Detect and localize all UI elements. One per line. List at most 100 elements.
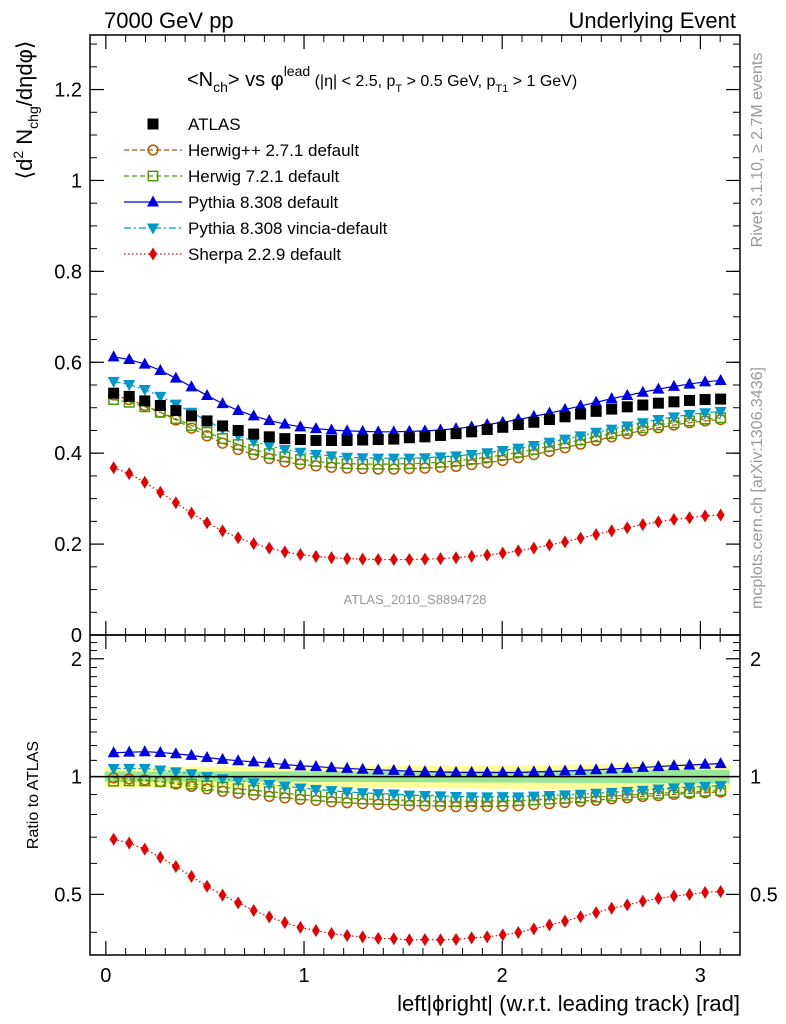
point-atlas [497, 421, 509, 433]
ratio-point-sherpa [125, 836, 134, 850]
ratio-point-sherpa [545, 918, 554, 932]
ratio-point-sherpa [436, 933, 445, 947]
point-sherpa [701, 509, 710, 523]
ratio-point-pythia [496, 766, 509, 778]
ratio-line-pythia [113, 751, 721, 774]
legend-marker-pythia [147, 195, 159, 207]
ratio-point-vincia [496, 792, 509, 804]
point-atlas [341, 434, 353, 446]
ratio-point-pythia [605, 762, 618, 774]
title-ch-sub: ch [213, 79, 228, 95]
title-T1-sub: T1 [495, 83, 508, 95]
point-atlas [481, 424, 493, 436]
point-sherpa [467, 549, 476, 563]
point-atlas [357, 434, 369, 446]
ratio-point-sherpa [249, 904, 258, 917]
point-atlas [279, 433, 291, 445]
point-vincia [434, 452, 447, 464]
ratio-point-pythia [621, 761, 634, 773]
header-left: 7000 GeV pp [104, 8, 234, 33]
main-series [107, 350, 727, 567]
point-pythia [667, 379, 680, 391]
ratio-point-vincia [667, 783, 680, 795]
ratio-point-vincia [201, 772, 214, 784]
point-pythia [263, 413, 276, 425]
ratio-point-sherpa [607, 901, 616, 915]
ratio-panel: 0.5 0.5 1 1 2 2 [54, 634, 778, 956]
point-atlas [154, 399, 166, 411]
ratio-point-sherpa [234, 896, 243, 910]
point-atlas [450, 428, 462, 440]
point-vincia [450, 451, 463, 463]
point-sherpa [638, 518, 647, 532]
ratio-point-vincia [387, 789, 400, 801]
point-atlas [419, 431, 431, 443]
point-atlas [606, 403, 618, 415]
point-vincia [278, 445, 291, 457]
point-sherpa [234, 531, 243, 545]
point-atlas [668, 396, 680, 408]
legend-item-sherpa: Sherpa 2.2.9 default [124, 245, 341, 264]
ratio-point-pythia [263, 756, 276, 768]
ratio-ytick-label: 0.5 [54, 884, 82, 906]
ratio-point-sherpa [669, 889, 678, 903]
ratio-point-sherpa [405, 933, 414, 947]
xtick-label: 3 [695, 965, 706, 987]
point-vincia [325, 451, 338, 463]
point-vincia [107, 376, 120, 388]
ratio-point-pythia [403, 764, 416, 776]
ratio-point-sherpa [265, 910, 274, 924]
ratio-point-sherpa [296, 920, 305, 934]
point-vincia [481, 448, 494, 460]
ratio-point-pythia [418, 765, 431, 777]
legend-marker-atlas [147, 118, 159, 130]
ratio-point-vincia [247, 778, 260, 790]
point-vincia [247, 436, 260, 448]
main-ticks: 0 0.2 0.4 0.6 0.8 1 1.2 [54, 43, 740, 647]
ratio-point-vincia [185, 769, 198, 781]
point-vincia [123, 380, 136, 392]
mcplots-label: mcplots.cern.ch [arXiv:1306.3436] [749, 367, 766, 609]
point-atlas [372, 434, 384, 446]
ratio-point-sherpa [343, 929, 352, 943]
ratio-point-pythia [667, 759, 680, 771]
point-pythia [621, 388, 634, 400]
series-atlas [108, 387, 727, 446]
point-sherpa [327, 551, 336, 565]
point-sherpa [420, 552, 429, 566]
point-sherpa [125, 467, 134, 481]
title-cuts-a: (|η| < 2.5, p [310, 73, 395, 90]
point-atlas [590, 405, 602, 417]
point-vincia [590, 427, 603, 439]
plot-title: <Nch> vs φlead (|η| < 2.5, pT > 0.5 GeV,… [187, 63, 577, 95]
point-sherpa [592, 528, 601, 542]
ratio-point-pythia [372, 763, 385, 775]
ratio-point-sherpa [592, 906, 601, 920]
ratio-line-sherpa [113, 838, 721, 941]
legend-label-vincia: Pythia 8.308 vincia-default [188, 219, 388, 238]
ratio-point-vincia [123, 763, 136, 775]
point-sherpa [374, 553, 383, 567]
ratio-line-herwig7 [113, 780, 721, 802]
point-sherpa [452, 551, 461, 565]
ratio-point-pythia [590, 763, 603, 775]
main-ytick-label: 1.2 [54, 80, 82, 102]
ratio-point-vincia [481, 792, 494, 804]
point-pythia [699, 375, 712, 387]
legend-label-sherpa: Sherpa 2.2.9 default [188, 245, 341, 264]
ratio-point-sherpa [483, 930, 492, 944]
title-vs: > vs φ [228, 69, 284, 91]
ratio-point-vincia [154, 765, 167, 777]
point-sherpa [140, 475, 149, 489]
point-vincia [403, 453, 416, 465]
ratio-point-sherpa [280, 916, 289, 930]
ratio-ytick-label: 1 [71, 767, 82, 789]
main-ytick-label: 0.2 [54, 534, 82, 556]
ratio-point-vincia [309, 784, 322, 796]
ratio-point-sherpa [576, 910, 585, 924]
legend-label-herwigpp: Herwig++ 2.7.1 default [188, 141, 359, 160]
point-pythia [154, 363, 167, 375]
point-sherpa [545, 538, 554, 552]
point-vincia [418, 453, 431, 465]
point-pythia [605, 392, 618, 404]
